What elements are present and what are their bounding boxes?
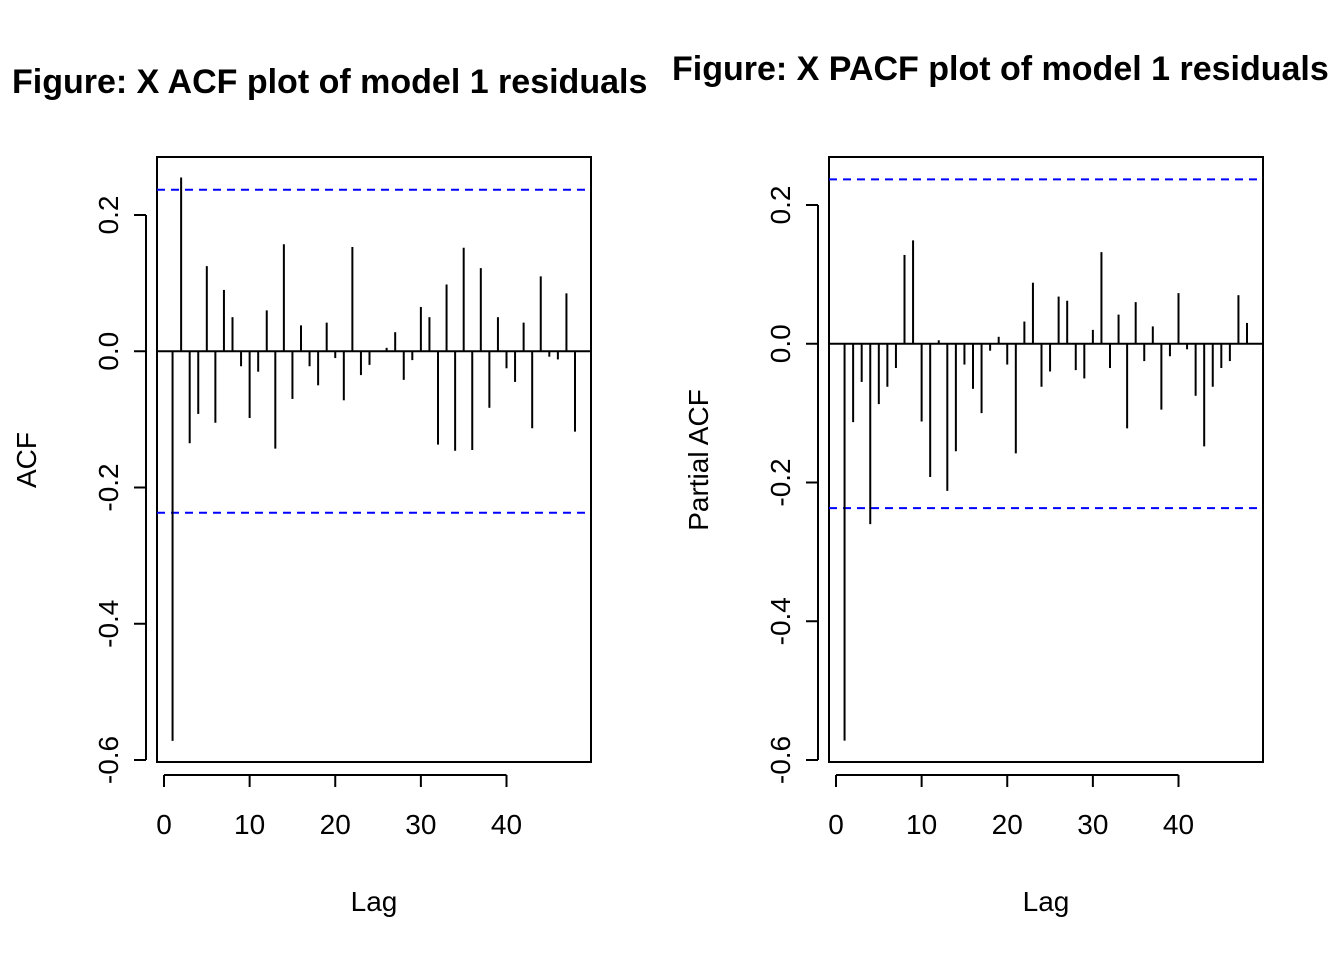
acf-y-tick-label: -0.6	[93, 736, 124, 784]
acf-x-tick-label: 40	[491, 809, 522, 840]
acf-y-tick-label: -0.2	[93, 463, 124, 511]
pacf-y-tick-label: -0.6	[765, 736, 796, 784]
acf-bars	[171, 177, 576, 741]
acf-x-tick-label: 10	[234, 809, 265, 840]
acf-panel: Figure: X ACF plot of model 1 residuals …	[11, 63, 647, 917]
pacf-plot-frame	[828, 156, 1264, 763]
pacf-panel: Figure: X PACF plot of model 1 residuals…	[672, 50, 1329, 917]
acf-x-tick-label: 20	[320, 809, 351, 840]
pacf-x-axis-label: Lag	[1023, 886, 1070, 917]
pacf-x-axis: 0 10 20 30 40	[828, 774, 1194, 840]
pacf-x-tick-label: 0	[828, 809, 844, 840]
pacf-x-tick-label: 40	[1163, 809, 1194, 840]
acf-y-axis-label: ACF	[11, 432, 42, 488]
acf-y-tick-label: -0.4	[93, 600, 124, 648]
acf-confidence-bounds	[157, 188, 591, 514]
pacf-y-tick-label: 0.0	[765, 324, 796, 363]
pacf-confidence-bounds	[829, 178, 1263, 510]
pacf-y-tick-label: -0.4	[765, 597, 796, 645]
pacf-x-tick-label: 30	[1077, 809, 1108, 840]
acf-y-axis: -0.6 -0.4 -0.2 0.0 0.2	[93, 196, 147, 784]
acf-x-tick-label: 30	[405, 809, 436, 840]
pacf-y-tick-label: 0.2	[765, 186, 796, 225]
pacf-x-tick-label: 10	[906, 809, 937, 840]
acf-x-axis: 0 10 20 30 40	[156, 774, 522, 840]
acf-x-tick-label: 0	[156, 809, 172, 840]
acf-plot-frame	[156, 156, 592, 763]
pacf-y-axis: -0.6 -0.4 -0.2 0.0 0.2	[765, 186, 819, 784]
pacf-y-tick-label: -0.2	[765, 458, 796, 506]
pacf-y-axis-label: Partial ACF	[683, 389, 714, 531]
pacf-x-tick-label: 20	[992, 809, 1023, 840]
acf-y-tick-label: 0.2	[93, 196, 124, 235]
acf-x-axis-label: Lag	[351, 886, 398, 917]
pacf-chart-title: Figure: X PACF plot of model 1 residuals	[672, 50, 1329, 88]
acf-chart-title: Figure: X ACF plot of model 1 residuals	[12, 63, 647, 101]
acf-y-tick-label: 0.0	[93, 332, 124, 371]
pacf-bars	[843, 240, 1248, 741]
